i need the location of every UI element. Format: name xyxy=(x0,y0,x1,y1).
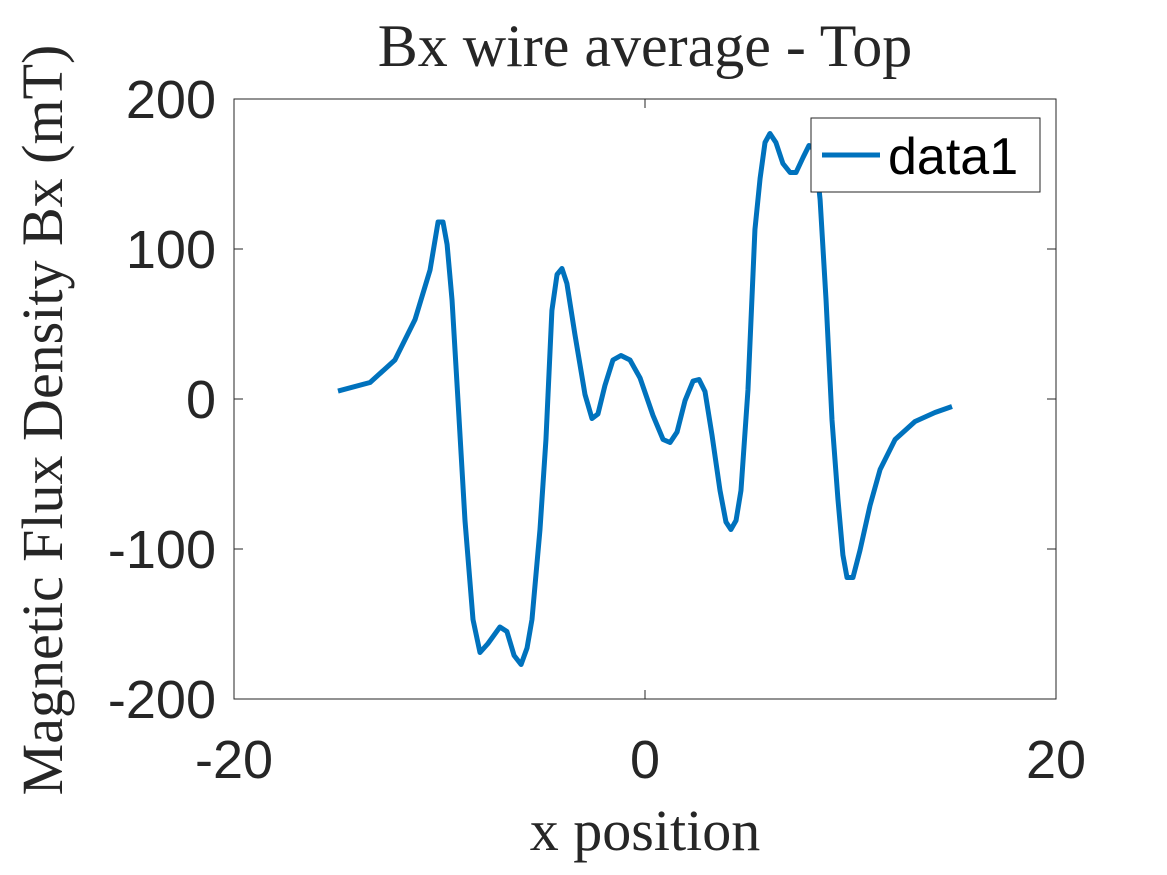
x-tick-label: -20 xyxy=(195,730,273,790)
y-tick-label: 100 xyxy=(126,220,216,280)
y-axis-label: Magnetic Flux Density Bx (mT) xyxy=(10,45,75,796)
x-axis-label: x position xyxy=(530,798,760,863)
data-line xyxy=(337,131,953,667)
y-tick-label: 200 xyxy=(126,70,216,130)
y-tick-label: 0 xyxy=(186,370,216,430)
x-tick-label: 0 xyxy=(630,730,660,790)
legend-label: data1 xyxy=(888,128,1018,186)
y-tick-label: -200 xyxy=(108,670,216,730)
chart-title: Bx wire average - Top xyxy=(378,13,913,79)
x-tick-label: 20 xyxy=(1026,730,1086,790)
y-tick-label: -100 xyxy=(108,520,216,580)
